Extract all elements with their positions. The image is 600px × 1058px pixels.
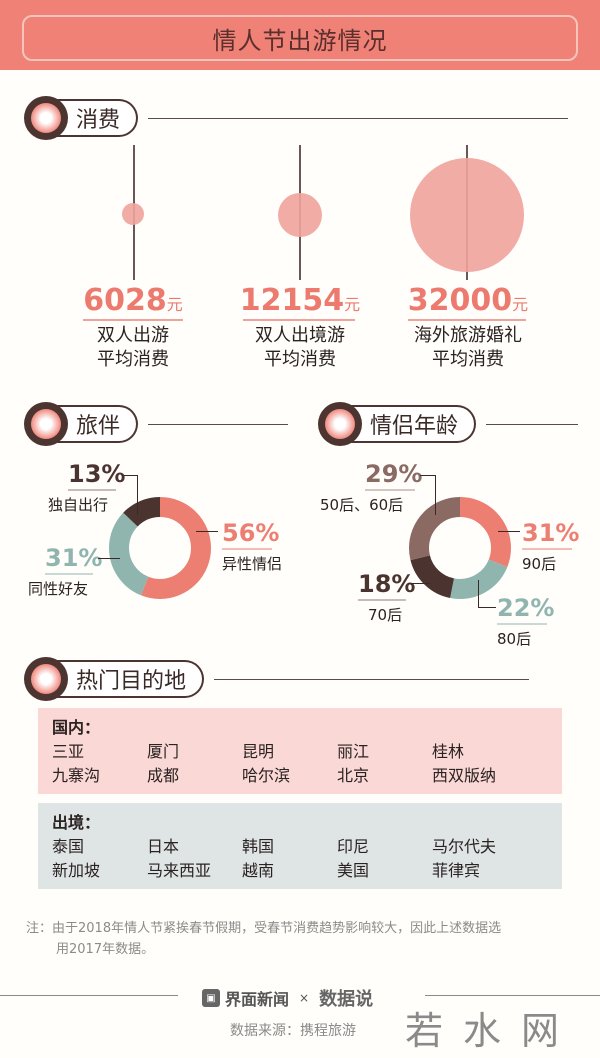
pct-underline bbox=[358, 599, 406, 601]
jiemian-logo-icon: ▣ bbox=[202, 989, 220, 1007]
section-header-ages: 情侣年龄 bbox=[318, 401, 579, 447]
destination-row: 九寨沟 成都 哈尔滨 北京 西双版纳 bbox=[52, 764, 548, 788]
destination-item: 桂林 bbox=[432, 742, 465, 761]
heart-icon bbox=[24, 657, 68, 701]
leader-line bbox=[408, 583, 430, 584]
destination-item: 美国 bbox=[337, 861, 370, 880]
section-title: 旅伴 bbox=[54, 405, 139, 443]
destination-item: 印尼 bbox=[337, 837, 370, 856]
destination-item: 越南 bbox=[242, 861, 275, 880]
value-underline bbox=[83, 319, 183, 321]
destination-item: 日本 bbox=[147, 837, 180, 856]
destination-item: 九寨沟 bbox=[52, 766, 101, 785]
footer-divider bbox=[0, 995, 178, 996]
pct-solo: 13% bbox=[68, 460, 126, 488]
spend-label-3: 海外旅游婚礼 平均消费 bbox=[414, 325, 522, 370]
destination-row: 三亚 厦门 昆明 丽江 桂林 bbox=[52, 740, 548, 764]
destination-row: 新加坡 马来西亚 越南 美国 菲律宾 bbox=[52, 859, 548, 883]
spend-value-2: 12154元 bbox=[239, 283, 361, 318]
ages-donut bbox=[409, 497, 511, 599]
heart-icon bbox=[24, 402, 68, 446]
bubble-6028 bbox=[122, 203, 144, 225]
divider bbox=[148, 423, 289, 425]
pct-underline bbox=[365, 489, 415, 491]
data-source: 数据来源：携程旅游 bbox=[230, 1023, 356, 1039]
destination-item: 马尔代夫 bbox=[432, 837, 497, 856]
destination-item: 西双版纳 bbox=[432, 766, 497, 785]
leader-line bbox=[98, 558, 120, 559]
label-80s: 80后 bbox=[497, 630, 532, 648]
destination-item: 菲律宾 bbox=[432, 861, 481, 880]
label-couple: 异性情侣 bbox=[222, 555, 283, 573]
bubble-32000 bbox=[410, 158, 524, 272]
abroad-title: 出境： bbox=[52, 813, 101, 832]
pct-friends: 31% bbox=[45, 544, 103, 572]
times-sign: × bbox=[299, 991, 310, 1005]
pct-5060: 29% bbox=[365, 460, 423, 488]
section-title: 情侣年龄 bbox=[348, 405, 477, 443]
divider bbox=[148, 117, 569, 119]
page-title: 情人节出游情况 bbox=[212, 26, 388, 55]
divider bbox=[486, 423, 579, 425]
heart-icon bbox=[318, 402, 362, 446]
destination-row: 泰国 日本 韩国 印尼 马尔代夫 bbox=[52, 835, 548, 859]
leader-line bbox=[420, 475, 436, 515]
bubble-12154 bbox=[278, 193, 322, 237]
value-underline bbox=[243, 319, 355, 321]
leader-line bbox=[196, 531, 218, 532]
pct-70s: 18% bbox=[358, 570, 416, 598]
destination-item: 成都 bbox=[147, 766, 180, 785]
destination-item: 厦门 bbox=[147, 742, 180, 761]
destination-item: 三亚 bbox=[52, 742, 85, 761]
leader-line bbox=[478, 580, 496, 608]
heart-icon bbox=[24, 96, 68, 140]
domestic-destinations: 国内： 三亚 厦门 昆明 丽江 桂林 九寨沟 成都 哈尔滨 北京 西双版纳 bbox=[38, 708, 562, 794]
pct-underline bbox=[222, 548, 272, 550]
companions-donut bbox=[109, 497, 211, 599]
section-header-destinations: 热门目的地 bbox=[24, 656, 530, 702]
destination-item: 丽江 bbox=[337, 742, 370, 761]
domestic-title: 国内： bbox=[52, 718, 101, 737]
leader-line bbox=[498, 531, 520, 532]
label-solo: 独自出行 bbox=[48, 496, 109, 514]
label-90s: 90后 bbox=[522, 555, 557, 573]
spend-label-1: 双人出游 平均消费 bbox=[97, 325, 169, 370]
abroad-destinations: 出境： 泰国 日本 韩国 印尼 马尔代夫 新加坡 马来西亚 越南 美国 菲律宾 bbox=[38, 803, 562, 889]
brand-datawise: 数据说 bbox=[319, 989, 374, 1010]
pct-underline bbox=[68, 489, 116, 491]
spend-value-1: 6028元 bbox=[83, 283, 183, 318]
destination-item: 马来西亚 bbox=[147, 861, 212, 880]
pct-90s: 31% bbox=[522, 519, 580, 547]
header-banner: 情人节出游情况 bbox=[0, 0, 600, 70]
header-frame: 情人节出游情况 bbox=[22, 15, 578, 61]
pct-underline bbox=[45, 573, 93, 575]
section-title: 热门目的地 bbox=[54, 660, 205, 698]
destination-item: 泰国 bbox=[52, 837, 85, 856]
pct-couple: 56% bbox=[222, 519, 280, 547]
destination-item: 韩国 bbox=[242, 837, 275, 856]
destination-item: 昆明 bbox=[242, 742, 275, 761]
footer-brands: ▣ 界面新闻 × 数据说 bbox=[202, 985, 373, 1011]
label-friends: 同性好友 bbox=[28, 580, 89, 598]
leader-line bbox=[122, 475, 138, 515]
brand-jiemian: 界面新闻 bbox=[225, 990, 290, 1009]
watermark: 若水网 bbox=[405, 1009, 580, 1053]
footer-divider bbox=[425, 995, 600, 996]
label-70s: 70后 bbox=[368, 606, 403, 624]
spend-label-2: 双人出境游 平均消费 bbox=[255, 325, 345, 370]
section-header-spending: 消费 bbox=[24, 95, 569, 141]
footnote: 注：由于2018年情人节紧挨春节假期，受春节消费趋势影响较大，因此上述数据选 用… bbox=[26, 921, 502, 957]
destination-item: 新加坡 bbox=[52, 861, 101, 880]
divider bbox=[214, 678, 530, 680]
pct-underline bbox=[497, 623, 547, 625]
section-header-companions: 旅伴 bbox=[24, 401, 289, 447]
value-underline bbox=[408, 319, 526, 321]
pct-underline bbox=[522, 548, 572, 550]
pct-80s: 22% bbox=[497, 594, 555, 622]
destination-item: 北京 bbox=[337, 766, 370, 785]
section-title: 消费 bbox=[54, 99, 139, 137]
label-5060: 50后、60后 bbox=[320, 496, 404, 514]
spend-value-3: 32000元 bbox=[407, 283, 529, 318]
destination-item: 哈尔滨 bbox=[242, 766, 291, 785]
